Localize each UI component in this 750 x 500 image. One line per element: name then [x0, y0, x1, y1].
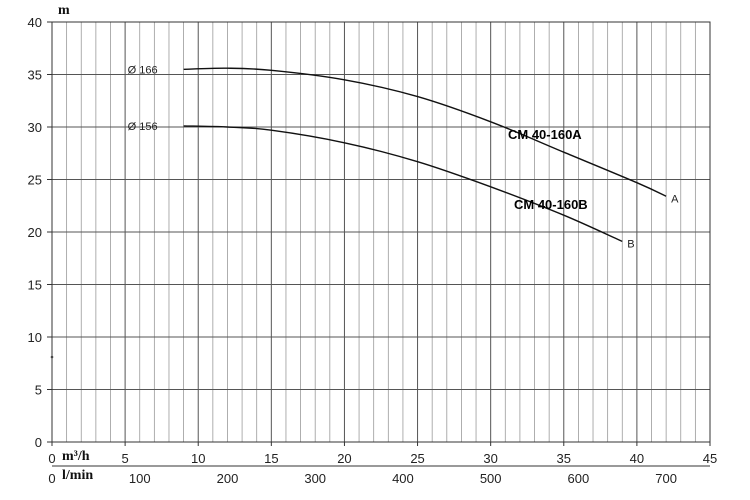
y-axis-label: m [58, 3, 70, 18]
curve-line [183, 125, 623, 243]
series-name-label: CM 40-160A [508, 127, 582, 142]
y-tick-label: 30 [28, 120, 42, 135]
x-tick-label: 35 [557, 451, 571, 466]
x-tick-label: 45 [703, 451, 717, 466]
x-tick-label: 10 [191, 451, 205, 466]
lmin-tick-label: 0 [48, 471, 55, 486]
pump-curves: Ø 166 A CM 40-160A Ø 156 B CM 40-160B [128, 64, 680, 250]
y-tick-label: 20 [28, 225, 42, 240]
y-tick-label: 10 [28, 330, 42, 345]
curve-line [183, 67, 667, 197]
y-tick-label: 15 [28, 278, 42, 293]
y-tick-label: 35 [28, 68, 42, 83]
y-tick-label: 5 [35, 383, 42, 398]
x-tick-label: 20 [337, 451, 351, 466]
x-tick-label: 25 [410, 451, 424, 466]
y-axis: 0 5 10 15 20 25 30 35 40 [28, 15, 52, 450]
lmin-tick-label: 300 [304, 471, 326, 486]
x-axis-m3h: 0 5 10 15 20 25 30 35 40 45 [48, 442, 717, 467]
curve-end-label: B [627, 238, 634, 250]
x-axis-unit-m3h: m³/h [62, 449, 90, 464]
lmin-tick-label: 500 [480, 471, 502, 486]
lmin-tick-label: 200 [217, 471, 239, 486]
curve-end-label: A [671, 193, 679, 205]
small-dot-mark [50, 355, 54, 359]
series-name-label: CM 40-160B [514, 197, 588, 212]
lmin-tick-label: 700 [655, 471, 677, 486]
lmin-tick-label: 600 [568, 471, 590, 486]
x-axis-unit-lmin: l/min [62, 468, 93, 483]
y-tick-label: 40 [28, 15, 42, 30]
lmin-tick-label: 400 [392, 471, 414, 486]
x-tick-label: 5 [121, 451, 128, 466]
y-tick-label: 0 [35, 435, 42, 450]
x-tick-label: 15 [264, 451, 278, 466]
x-tick-label: 40 [630, 451, 644, 466]
x-axis-lmin: 0 100 200 300 400 500 600 700 [48, 471, 677, 486]
lmin-tick-label: 100 [129, 471, 151, 486]
grid-lines [52, 22, 710, 442]
impeller-diameter-label: Ø 156 [128, 121, 158, 133]
x-tick-label: 0 [48, 451, 55, 466]
impeller-diameter-label: Ø 166 [128, 64, 158, 76]
x-tick-label: 30 [483, 451, 497, 466]
y-tick-label: 25 [28, 173, 42, 188]
